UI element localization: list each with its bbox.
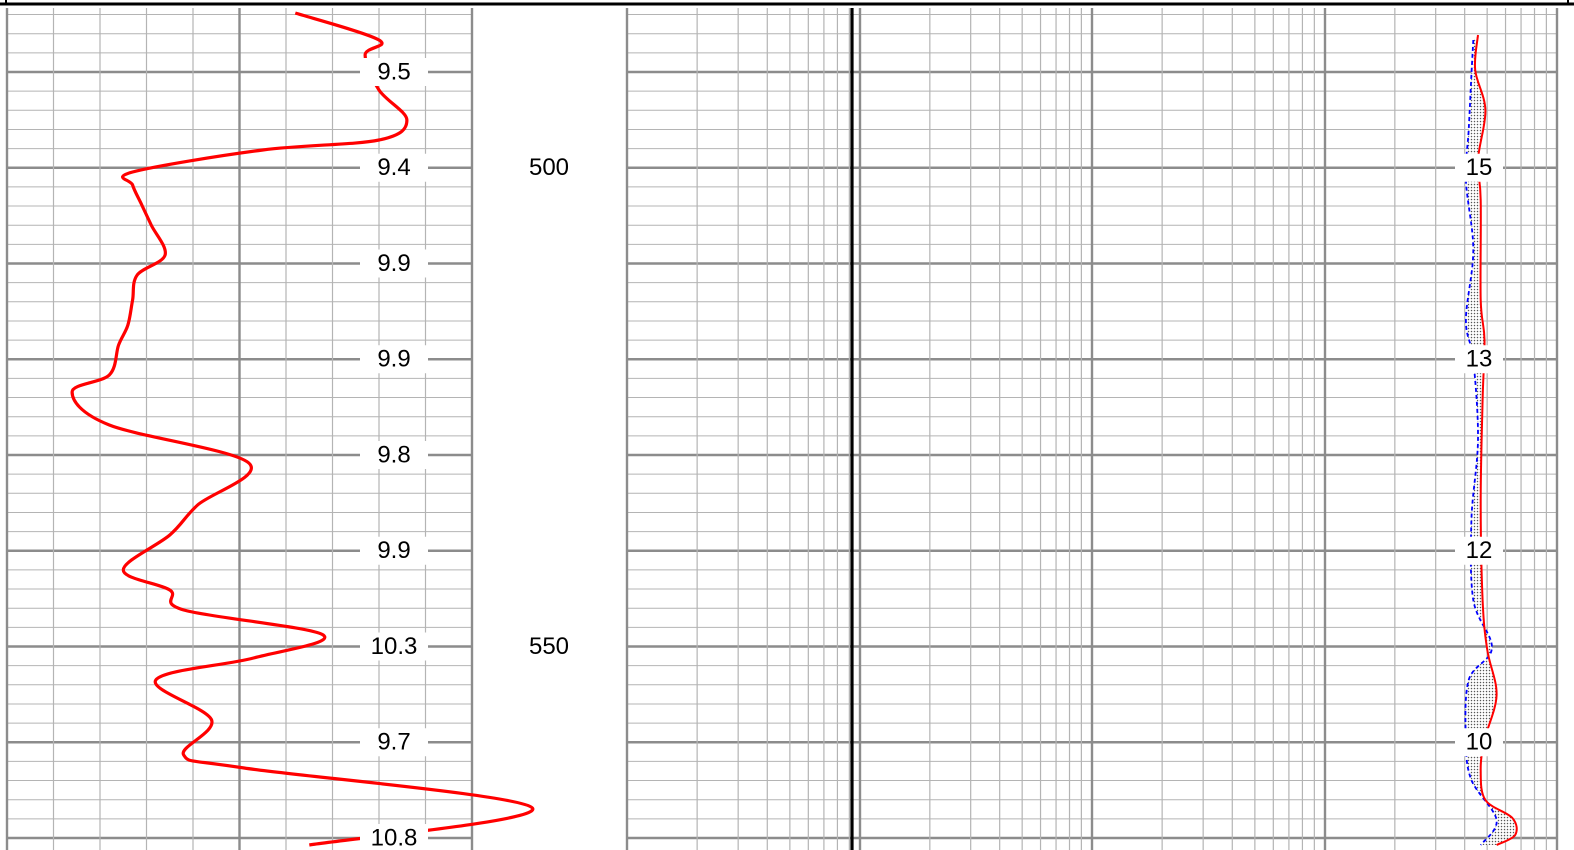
curve-layer <box>70 11 1518 847</box>
right-label: 13 <box>1466 346 1493 373</box>
scale-label: 9.8 <box>377 441 410 468</box>
right-label-bg <box>1455 536 1503 565</box>
scale-label-bg <box>360 824 428 850</box>
scale-label: 10.8 <box>371 824 418 850</box>
scale-label-bg <box>360 345 428 374</box>
scale-label-bg <box>360 249 428 278</box>
right-label: 12 <box>1466 537 1493 564</box>
curve-separation-fill <box>1465 35 1517 845</box>
depth-label: 550 <box>529 633 569 660</box>
right-label-bg <box>1455 153 1503 182</box>
scale-label: 9.9 <box>377 537 410 564</box>
right-label: 10 <box>1466 729 1493 756</box>
label-layer: 9.5 9.4 9.9 9.9 9.8 9.9 10.3 9.7 10.8 500 550 15 13 1… <box>360 58 1503 850</box>
scale-label: 10.3 <box>371 633 418 660</box>
scale-label-bg <box>360 153 428 182</box>
scale-label: 9.7 <box>377 729 410 756</box>
scale-label-bg <box>360 632 428 661</box>
right-label: 15 <box>1466 154 1493 181</box>
scale-label-bg <box>360 536 428 565</box>
scale-label: 9.5 <box>377 58 410 85</box>
right-label-bg <box>1455 345 1503 374</box>
depth-label: 500 <box>529 154 569 181</box>
shaded-fill <box>1465 35 1517 845</box>
scale-label-bg <box>360 728 428 757</box>
right-label-bg <box>1455 728 1503 757</box>
scale-label: 9.9 <box>377 346 410 373</box>
scale-label: 9.9 <box>377 250 410 277</box>
left-track-curve <box>70 11 535 847</box>
scale-label-bg <box>360 58 428 86</box>
scale-label: 9.4 <box>377 154 410 181</box>
scale-label-bg <box>360 441 428 469</box>
